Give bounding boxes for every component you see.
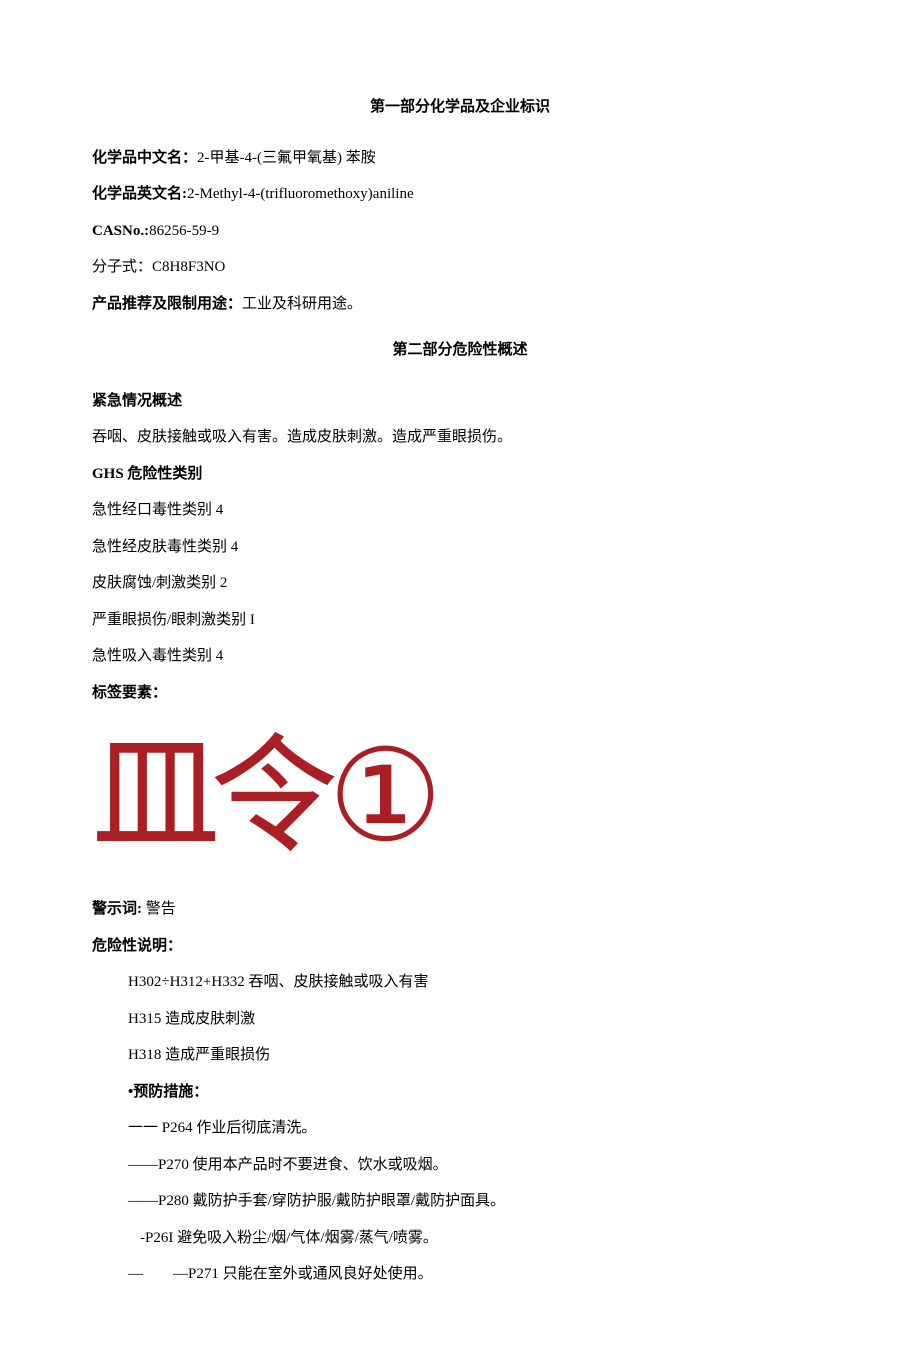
name-en-value: 2-Methyl-4-(trifluoromethoxy)aniline	[187, 186, 414, 202]
label-elements: 标签要素：	[92, 682, 828, 705]
cas-value: 86256-59-9	[149, 223, 219, 239]
ghs-category: 严重眼损伤/眼刺激类别 I	[92, 609, 828, 632]
section2-title: 第二部分危险性概述	[92, 339, 828, 362]
signal-label: 警示词:	[92, 901, 142, 917]
emergency-label: 紧急情况概述	[92, 390, 828, 413]
name-cn-value: 2-甲基-4-(三氟甲氧基) 苯胺	[197, 150, 376, 166]
name-en-row: 化学品英文名:2-Methyl-4-(trifluoromethoxy)anil…	[92, 183, 828, 206]
prevention-line: -P26I 避免吸入粉尘/烟/气体/烟雾/蒸气/喷雾。	[92, 1227, 828, 1250]
formula-row: 分子式：C8H8F3NO	[92, 256, 828, 279]
document-page: 第一部分化学品及企业标识 化学品中文名：2-甲基-4-(三氟甲氧基) 苯胺 化学…	[0, 0, 920, 1360]
use-value: 工业及科研用途。	[242, 296, 362, 312]
hazard-statement: H315 造成皮肤刺激	[92, 1008, 828, 1031]
name-cn-row: 化学品中文名：2-甲基-4-(三氟甲氧基) 苯胺	[92, 147, 828, 170]
prevention-line: 一一 P264 作业后彻底清洗。	[92, 1117, 828, 1140]
ghs-cat-label: GHS 危险性类别	[92, 463, 828, 486]
name-en-label: 化学品英文名:	[92, 186, 187, 202]
ghs-category: 急性经口毒性类别 4	[92, 499, 828, 522]
prevention-line: — —P271 只能在室外或通风良好处使用。	[92, 1263, 828, 1286]
use-label: 产品推荐及限制用途：	[92, 296, 242, 312]
cas-label: CASNo.:	[92, 223, 149, 239]
hazard-statement: H318 造成严重眼损伤	[92, 1044, 828, 1067]
cas-row: CASNo.:86256-59-9	[92, 220, 828, 243]
signal-word-row: 警示词: 警告	[92, 898, 828, 921]
emergency-text: 吞咽、皮肤接触或吸入有害。造成皮肤刺激。造成严重眼损伤。	[92, 426, 828, 449]
signal-word: 警告	[146, 901, 176, 917]
ghs-pictogram-icon: ①	[328, 733, 437, 861]
prevention-line: ——P280 戴防护手套/穿防护服/戴防护眼罩/戴防护面具。	[92, 1190, 828, 1213]
ghs-pictogram-block: 皿 令 ①	[92, 726, 828, 868]
ghs-pictogram-icon: 令	[210, 733, 332, 861]
section1-title: 第一部分化学品及企业标识	[92, 96, 828, 119]
hazard-statement: H302÷H312+H332 吞咽、皮肤接触或吸入有害	[92, 971, 828, 994]
ghs-category: 皮肤腐蚀/刺激类别 2	[92, 572, 828, 595]
use-row: 产品推荐及限制用途：工业及科研用途。	[92, 293, 828, 316]
ghs-category: 急性经皮肤毒性类别 4	[92, 536, 828, 559]
prevention-label: •预防措施：	[92, 1081, 828, 1104]
hazard-label: 危险性说明：	[92, 935, 828, 958]
ghs-category: 急性吸入毒性类别 4	[92, 645, 828, 668]
name-cn-label: 化学品中文名：	[92, 150, 197, 166]
prevention-line: ——P270 使用本产品时不要进食、饮水或吸烟。	[92, 1154, 828, 1177]
ghs-pictogram-icon: 皿	[92, 730, 214, 861]
formula-label: 分子式：	[92, 259, 152, 275]
formula-value: C8H8F3NO	[152, 259, 225, 275]
